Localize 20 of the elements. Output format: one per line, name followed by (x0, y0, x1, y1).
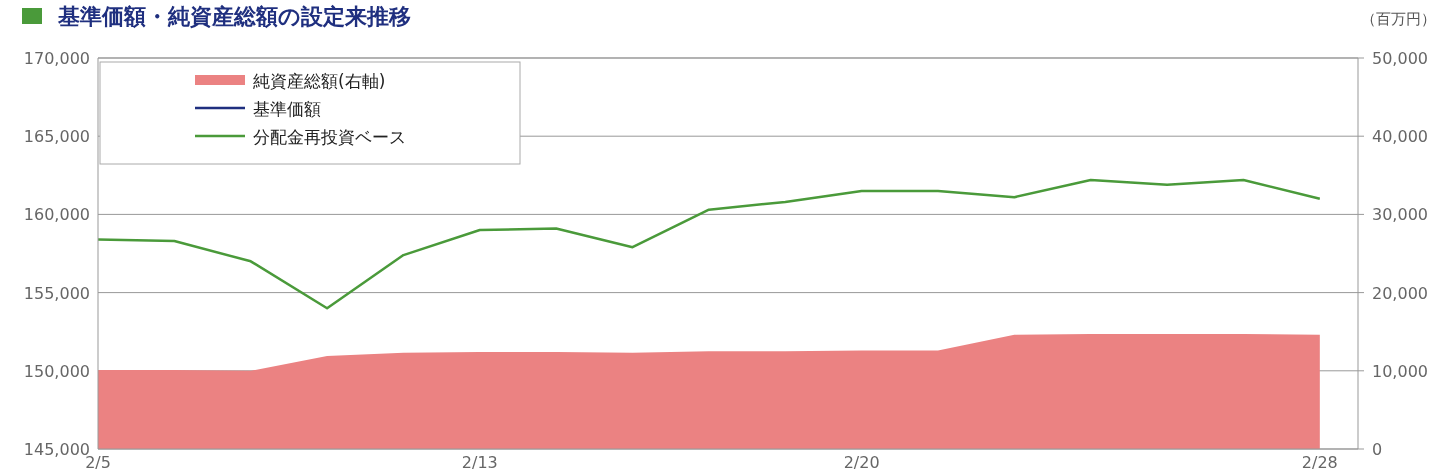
y2-tick-label: 30,000 (1372, 205, 1428, 225)
y2-tick-label: 20,000 (1372, 283, 1428, 303)
y-tick-label: 170,000 (23, 49, 90, 68)
y2-tick-label: 50,000 (1372, 49, 1428, 68)
x-tick-label: 2/13 (461, 453, 498, 472)
y-tick-label: 160,000 (23, 205, 90, 225)
x-tick-label: 2/20 (843, 453, 880, 472)
legend-label: 純資産総額(右軸) (253, 71, 386, 91)
legend-label: 分配金再投資ベース (253, 127, 406, 147)
y2-tick-label: 10,000 (1372, 361, 1428, 381)
chart-title: 基準価額・純資産総額の設定来推移 (57, 4, 411, 29)
y-tick-label: 150,000 (23, 361, 90, 381)
y-tick-label: 155,000 (23, 283, 90, 303)
x-tick-label: 2/28 (1301, 453, 1338, 472)
y-tick-label: 165,000 (23, 127, 90, 147)
line-series (96, 178, 1322, 310)
y2-tick-label: 40,000 (1372, 127, 1428, 147)
y2-axis-title: （百万円） (1361, 10, 1436, 28)
legend-label: 基準価額 (253, 99, 321, 119)
y2-tick-label: 0 (1372, 440, 1383, 459)
